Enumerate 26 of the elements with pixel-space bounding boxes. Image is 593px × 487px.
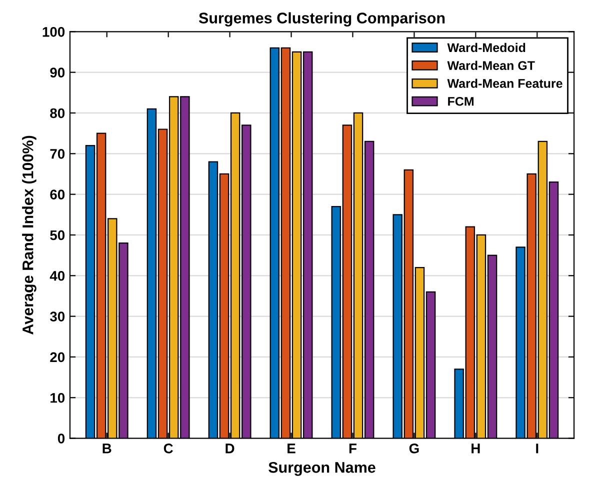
chart-title: Surgemes Clustering Comparison bbox=[198, 12, 445, 27]
x-tick-label: B bbox=[102, 444, 112, 454]
x-tick-label: H bbox=[472, 444, 480, 454]
y-tick-label: 70 bbox=[50, 148, 65, 159]
legend-label: Ward-Mean GT bbox=[447, 60, 535, 70]
y-tick-label: 80 bbox=[50, 108, 65, 118]
y-tick-label: 40 bbox=[50, 270, 65, 281]
x-axis-title: Surgeon Name bbox=[268, 462, 376, 476]
y-axis-title: Average Rand Index (100%) bbox=[22, 136, 36, 334]
legend-label: Ward-Mean Feature bbox=[447, 78, 562, 88]
x-tick-label: D bbox=[226, 444, 234, 454]
y-tick-label: 20 bbox=[50, 352, 65, 362]
y-tick-label: 100 bbox=[42, 26, 65, 37]
y-tick-label: 50 bbox=[50, 230, 65, 240]
y-tick-label: 90 bbox=[50, 68, 65, 78]
legend-label: FCM bbox=[448, 96, 474, 106]
x-tick-label: I bbox=[536, 444, 538, 454]
y-tick-label: 10 bbox=[50, 392, 65, 403]
x-tick-label: E bbox=[288, 444, 296, 454]
x-tick-label: G bbox=[409, 444, 419, 454]
legend-label: Ward-Medoid bbox=[447, 42, 526, 52]
y-tick-label: 60 bbox=[50, 190, 65, 200]
x-tick-label: F bbox=[349, 444, 356, 454]
y-tick-label: 0 bbox=[58, 434, 65, 444]
x-tick-label: C bbox=[164, 444, 173, 454]
y-tick-label: 30 bbox=[50, 312, 65, 322]
